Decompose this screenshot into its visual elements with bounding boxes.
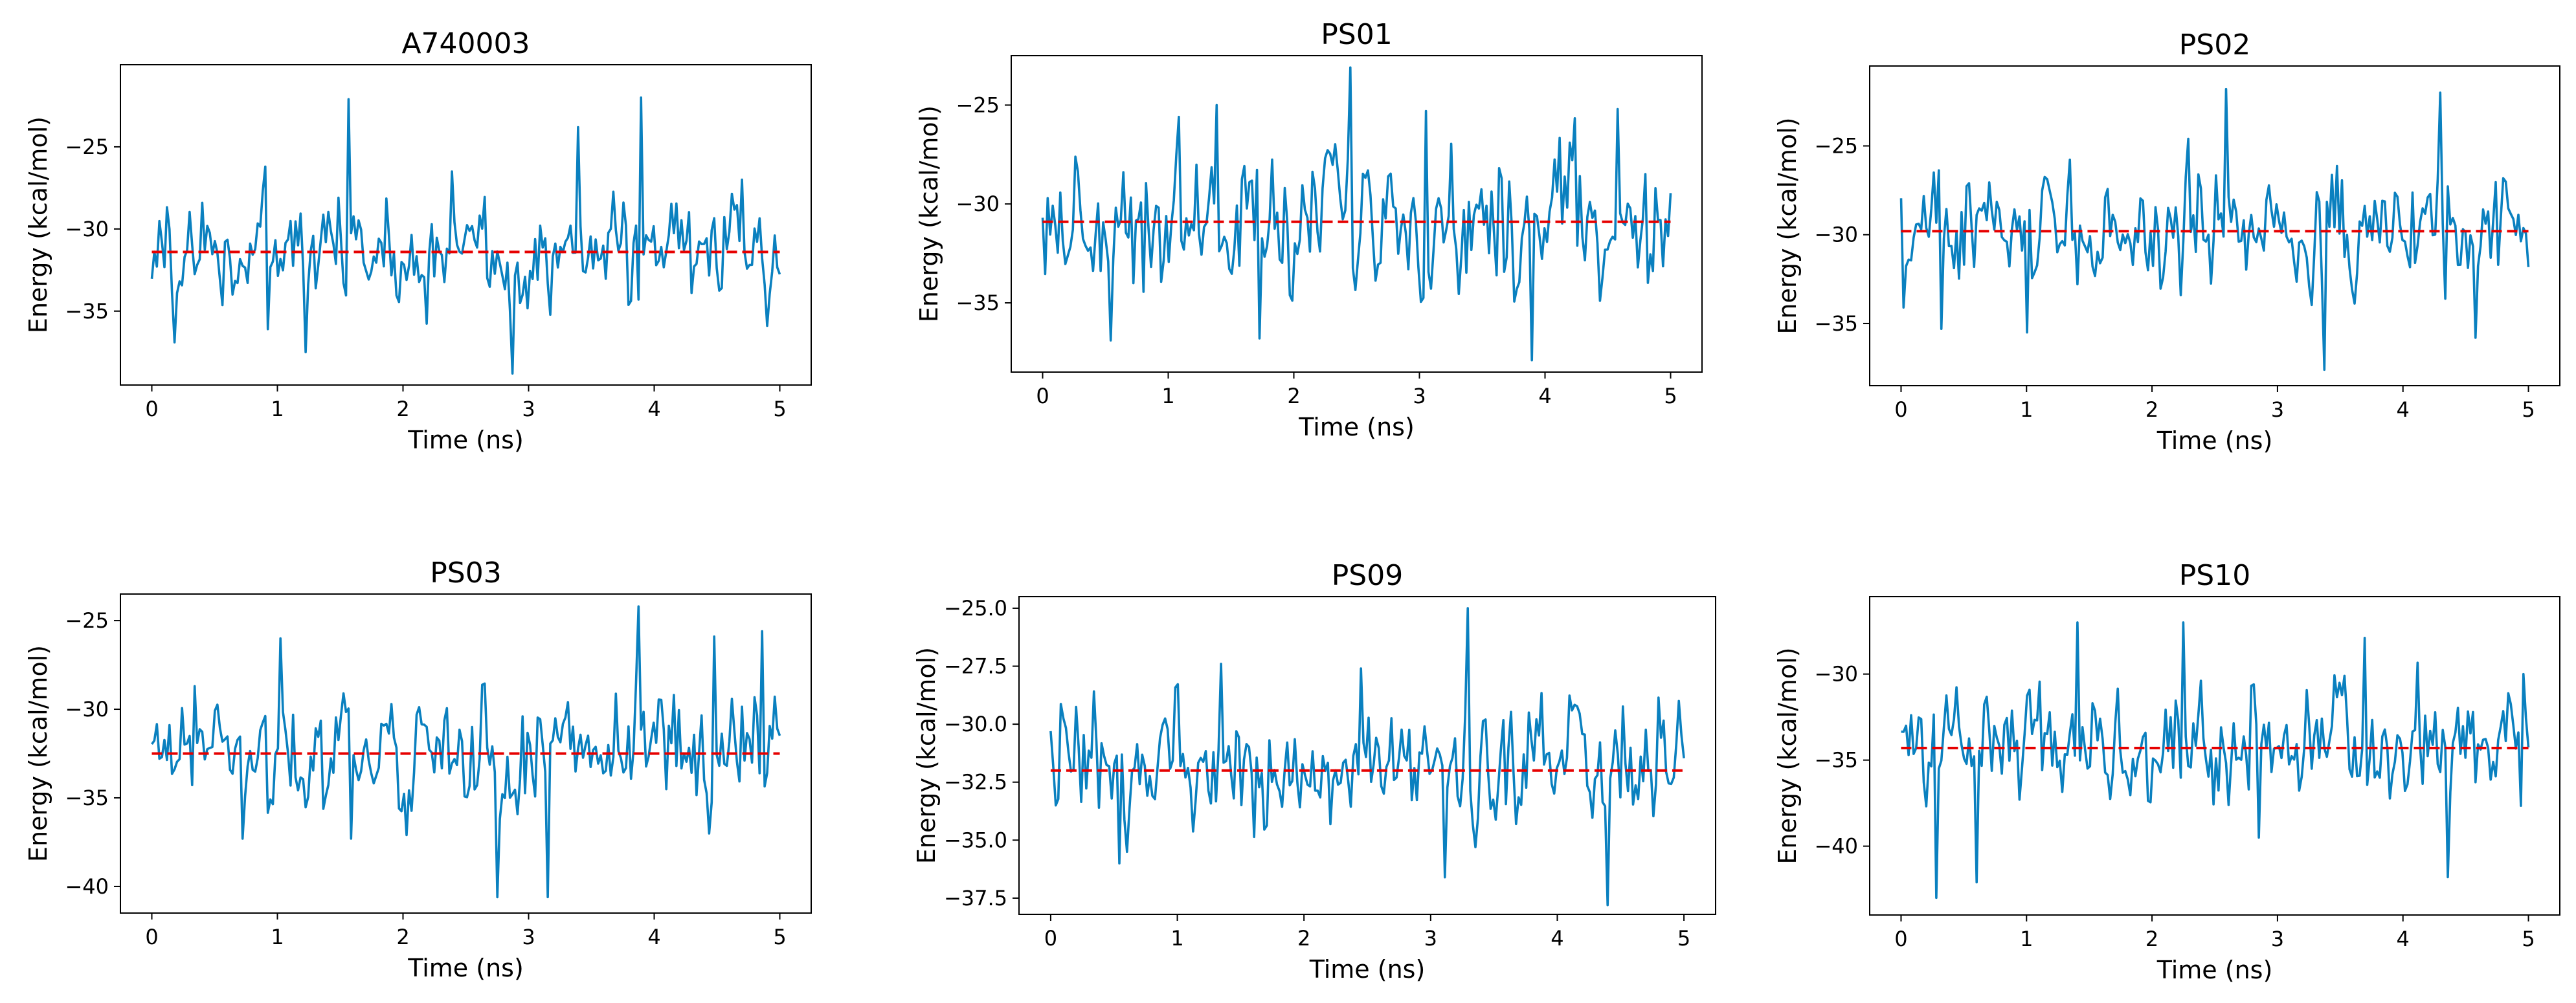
x-tick-label: 0	[1894, 397, 1907, 422]
x-tick-label: 2	[396, 925, 409, 949]
energy-series-line	[1901, 621, 2530, 899]
y-axis-label: Energy (kcal/mol)	[24, 645, 52, 862]
y-tick-label: −25.0	[944, 596, 1007, 621]
y-axis-label: Energy (kcal/mol)	[1773, 647, 1802, 864]
y-tick-label: −25	[956, 93, 1000, 117]
y-tick-label: −30.0	[944, 712, 1007, 736]
energy-series-line	[151, 605, 781, 899]
x-tick-label: 4	[647, 925, 660, 949]
axes-frame	[1869, 65, 2560, 386]
x-tick-label: 1	[271, 925, 284, 949]
x-tick-label: 5	[2522, 397, 2535, 422]
axes-frame	[1018, 596, 1716, 915]
y-tick-label: −30	[956, 192, 1000, 216]
x-tick-label: 3	[1413, 384, 1426, 408]
x-tick-label: 5	[2522, 927, 2535, 951]
y-tick-label: −25	[1814, 134, 1858, 159]
subplot-title: PS03	[430, 557, 501, 590]
y-tick-label: −40	[1814, 834, 1858, 859]
x-tick-label: 4	[647, 397, 660, 421]
x-tick-label: 2	[1297, 926, 1310, 951]
x-axis-label: Time (ns)	[407, 954, 524, 982]
x-tick-label: 4	[1538, 384, 1551, 408]
x-tick-label: 5	[1677, 926, 1690, 951]
y-tick-label: −30	[1814, 223, 1858, 247]
x-tick-label: 3	[522, 925, 535, 949]
x-tick-label: 2	[1287, 384, 1300, 408]
x-tick-label: 3	[2271, 927, 2284, 951]
x-tick-label: 0	[1036, 384, 1049, 408]
y-axis-label: Energy (kcal/mol)	[915, 105, 943, 322]
energy-series-line	[1049, 607, 1685, 907]
subplot-title: PS01	[1321, 18, 1392, 51]
x-tick-label: 4	[2397, 397, 2410, 422]
y-tick-label: −35	[956, 291, 1000, 315]
x-tick-label: 1	[1161, 384, 1174, 408]
y-axis-label: Energy (kcal/mol)	[24, 116, 52, 333]
y-axis-label: Energy (kcal/mol)	[912, 647, 941, 864]
axes-frame	[1869, 596, 2560, 916]
x-axis-label: Time (ns)	[2156, 956, 2273, 984]
x-tick-label: 0	[145, 397, 158, 421]
subplot-title: A740003	[401, 27, 530, 60]
x-tick-label: 2	[2145, 927, 2158, 951]
y-tick-label: −35	[1814, 311, 1858, 336]
subplot-ps10: 0 1 2 3 4 5 −40 −35 −30 PS10 Time (ns) Energy (kcal…	[1773, 559, 2560, 984]
x-axis-label: Time (ns)	[1298, 413, 1415, 441]
x-tick-label: 2	[396, 397, 409, 421]
energy-series-line	[1899, 87, 2530, 371]
subplot-ps02: 0 1 2 3 4 5 −35 −30 −25 PS02 Time (ns) Energy (kcal…	[1773, 28, 2560, 455]
y-tick-label: −25	[65, 135, 109, 159]
y-tick-label: −30	[65, 697, 109, 722]
x-tick-label: 4	[1551, 926, 1563, 951]
subplot-ps09: 0 1 2 3 4 5 −37.5 −35.0 −32.5 −30.0 −27.5 −25.0 PS09…	[912, 559, 1716, 984]
x-tick-label: 4	[2397, 927, 2410, 951]
x-axis-label: Time (ns)	[407, 426, 524, 454]
y-tick-label: −35	[65, 786, 109, 810]
x-tick-label: 1	[2020, 397, 2033, 422]
y-tick-label: −37.5	[944, 886, 1007, 910]
x-tick-label: 2	[2145, 397, 2158, 422]
subplot-a740003: 0 1 2 3 4 5 −35 −30 −25 A740003 Time (ns) Energy (k…	[24, 27, 812, 454]
axes-frame	[1011, 55, 1703, 373]
x-tick-label: 0	[1894, 927, 1907, 951]
x-tick-label: 3	[1424, 926, 1437, 951]
axes-frame	[120, 64, 812, 386]
x-tick-label: 0	[145, 925, 158, 949]
subplot-title: PS10	[2179, 559, 2250, 592]
x-tick-label: 1	[271, 397, 284, 421]
x-tick-label: 5	[773, 925, 786, 949]
y-tick-label: −30	[1814, 662, 1858, 687]
subplot-ps01: 0 1 2 3 4 5 −35 −30 −25 PS01 Time (ns) Energy (kcal…	[915, 18, 1703, 441]
subplot-ps03: 0 1 2 3 4 5 −40 −35 −30 −25 PS03 Time (ns) Energy (k…	[24, 557, 812, 982]
energy-series-line	[150, 96, 781, 375]
subplot-title: PS02	[2179, 28, 2250, 61]
y-tick-label: −35	[65, 299, 109, 324]
x-axis-label: Time (ns)	[1309, 955, 1426, 984]
x-tick-label: 0	[1044, 926, 1057, 951]
subplot-title: PS09	[1332, 559, 1403, 592]
y-tick-label: −32.5	[944, 770, 1007, 795]
x-tick-label: 1	[1170, 926, 1183, 951]
y-tick-label: −35.0	[944, 828, 1007, 852]
x-axis-label: Time (ns)	[2156, 426, 2273, 455]
x-tick-label: 3	[522, 397, 535, 421]
y-axis-label: Energy (kcal/mol)	[1773, 117, 1802, 334]
x-tick-label: 5	[773, 397, 786, 421]
x-tick-label: 3	[2271, 397, 2284, 422]
axes-frame	[120, 593, 812, 914]
x-tick-label: 1	[2020, 927, 2033, 951]
y-tick-label: −40	[65, 874, 109, 899]
y-tick-label: −35	[1814, 748, 1858, 773]
y-tick-label: −30	[65, 217, 109, 241]
y-tick-label: −27.5	[944, 654, 1007, 679]
energy-series-line	[1041, 66, 1672, 362]
y-tick-label: −25	[65, 608, 109, 633]
x-tick-label: 5	[1664, 384, 1677, 408]
